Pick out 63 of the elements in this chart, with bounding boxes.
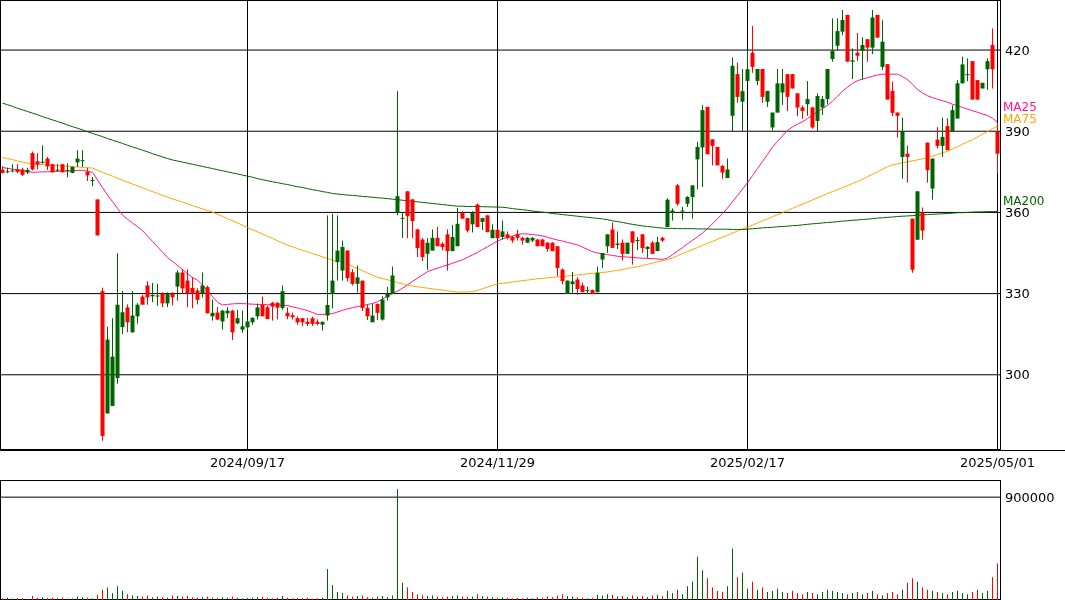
candlestick <box>145 280 150 306</box>
candlestick <box>830 17 835 63</box>
candlestick <box>230 309 235 341</box>
y-tick-label: 330 <box>1005 286 1030 302</box>
candlestick <box>860 36 865 81</box>
candlestick <box>125 303 130 333</box>
y-tick-label: 420 <box>1005 42 1030 58</box>
series-label: MA25 <box>1003 99 1037 114</box>
candlestick <box>855 32 860 62</box>
candlestick <box>750 25 755 74</box>
candlestick <box>200 271 205 299</box>
candlestick <box>995 122 1000 174</box>
candlestick <box>675 183 680 207</box>
candlestick <box>470 210 475 233</box>
candlestick <box>690 184 695 220</box>
candlestick <box>735 62 740 104</box>
candlestick <box>605 233 610 254</box>
candlestick <box>965 57 970 82</box>
candlestick <box>390 266 395 295</box>
candlestick <box>80 149 85 168</box>
candlestick <box>380 295 385 322</box>
candlestick <box>640 233 645 254</box>
candlestick <box>155 283 160 307</box>
y-tick-label: 300 <box>1005 367 1030 383</box>
candlestick <box>680 206 685 221</box>
candlestick <box>40 144 45 165</box>
candlestick <box>620 238 625 262</box>
x-tick-label: 2025/05/01 <box>960 455 1035 470</box>
candlestick <box>920 207 925 241</box>
x-tick-label: 2024/09/17 <box>210 455 285 470</box>
y-tick-label: 900000 <box>1005 489 1055 505</box>
candlestick <box>430 228 435 252</box>
candlestick <box>850 47 855 80</box>
candlestick <box>330 213 335 309</box>
candlestick <box>175 269 180 302</box>
candlestick <box>555 245 560 277</box>
candlestick <box>985 57 990 91</box>
candlestick <box>745 49 750 82</box>
candlestick <box>570 271 575 295</box>
candlestick <box>895 111 900 138</box>
candlestick <box>500 220 505 240</box>
candlestick <box>135 302 140 325</box>
candlestick <box>400 211 405 239</box>
x-tick-label: 2024/11/29 <box>460 455 535 470</box>
candlestick <box>865 38 870 63</box>
candlestick <box>325 214 330 322</box>
candlestick <box>630 230 635 266</box>
candlestick <box>610 221 615 249</box>
candlestick <box>635 236 640 251</box>
candlestick <box>795 92 800 117</box>
x-tick-label: 2025/02/17 <box>710 455 785 470</box>
candlestick <box>905 145 910 184</box>
candlestick <box>130 290 135 334</box>
candlestick <box>935 126 940 150</box>
candlestick <box>940 117 945 158</box>
candlestick <box>805 80 810 117</box>
candlestick <box>340 240 345 282</box>
candlestick <box>595 266 600 293</box>
candlestick <box>695 141 700 190</box>
candlestick <box>740 68 745 132</box>
candlestick <box>445 228 450 272</box>
candlestick <box>280 284 285 311</box>
candlestick <box>355 264 360 294</box>
